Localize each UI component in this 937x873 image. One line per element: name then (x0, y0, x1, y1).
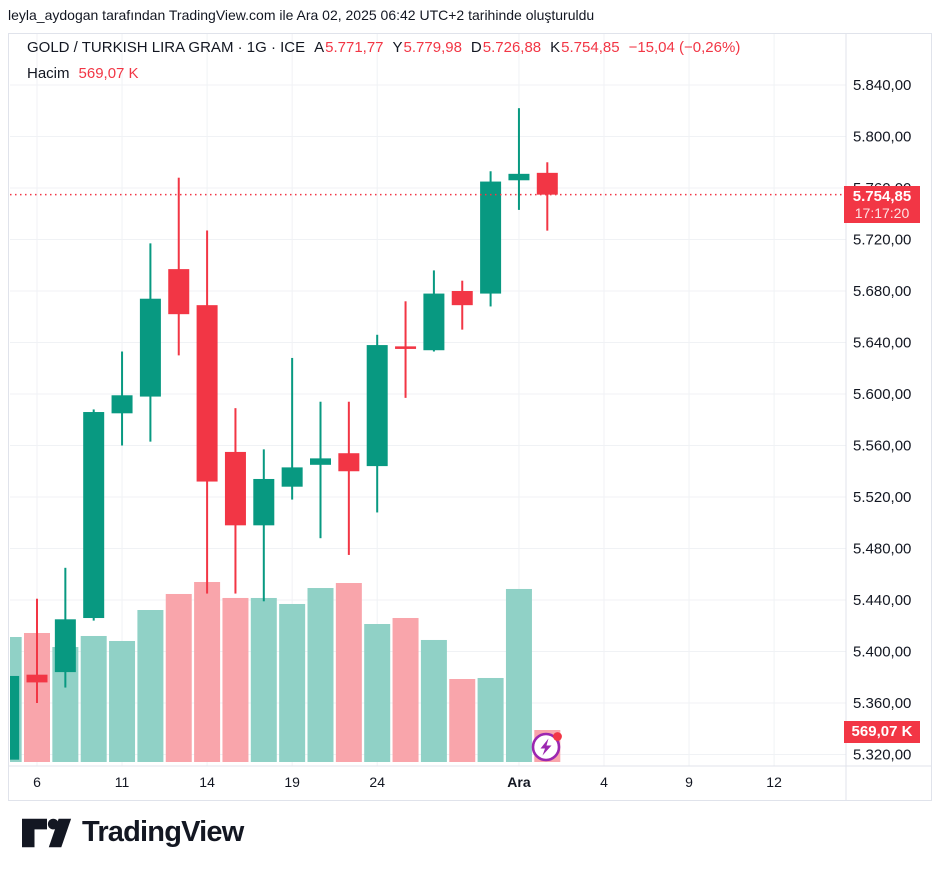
volume-bar (137, 610, 164, 762)
price-axis-label: 5.320,00 (853, 747, 911, 764)
candle-wick (404, 301, 407, 398)
candle-body (83, 412, 105, 619)
volume-bar (335, 583, 362, 762)
candle-body (196, 305, 218, 482)
time-axis-label: 6 (33, 774, 41, 790)
candle-body (139, 298, 161, 397)
ohlc-high: Y 5.779,98 (392, 39, 462, 56)
volume-bar (109, 640, 136, 762)
pane-content (9, 108, 561, 762)
candle-body (536, 172, 558, 195)
ohlc-low: D 5.726,88 (470, 39, 542, 56)
volume-value: 569,07 K (78, 65, 139, 82)
price-axis-label: 5.480,00 (853, 541, 911, 558)
candle-body (10, 675, 20, 760)
price-axis-label: 5.520,00 (853, 489, 911, 506)
candle-body (338, 453, 360, 472)
volume-bar (420, 639, 447, 762)
tradingview-logo-mark-icon (22, 818, 72, 847)
volume-bar (307, 588, 334, 762)
volume-bar (279, 603, 306, 762)
candle-body (26, 674, 48, 683)
candle-body (224, 451, 246, 526)
candle-body (451, 291, 473, 306)
volume-bar (250, 597, 277, 762)
candle-body (366, 345, 388, 467)
ohlc-close: K 5.754,85 (550, 39, 620, 56)
price-axis-label: 5.360,00 (853, 695, 911, 712)
time-axis-label: 11 (115, 774, 130, 790)
candle-body (253, 478, 275, 526)
ohlc-open: A 5.771,77 (314, 39, 384, 56)
candle-wick (291, 357, 294, 500)
tradingview-logo[interactable]: TradingView (22, 816, 244, 849)
time-axis-label: 9 (685, 774, 693, 790)
candle-wick (9, 676, 10, 760)
price-axis-label: 5.840,00 (853, 77, 911, 94)
price-axis-label: 5.720,00 (853, 232, 911, 249)
volume-bar (392, 617, 419, 762)
candle-wick (517, 108, 520, 210)
last-price-value: 5.754,85 (852, 187, 912, 205)
price-axis-label: 5.680,00 (853, 283, 911, 300)
time-axis-label: 14 (199, 774, 215, 790)
price-axis-label: 5.800,00 (853, 129, 911, 146)
candle-body (168, 269, 190, 315)
volume-bar (194, 582, 221, 762)
volume-bar (80, 635, 107, 762)
notification-dot-icon (553, 732, 562, 741)
candle-wick (347, 401, 350, 555)
volume-bar (222, 597, 249, 762)
volume-title-row[interactable]: Hacim 569,07 K (27, 65, 139, 82)
candle-body (480, 181, 502, 294)
chart-canvas[interactable]: 5.840,005.800,005.760,005.720,005.680,00… (9, 34, 931, 800)
candle-body (281, 467, 303, 487)
volume-bar (505, 588, 532, 762)
candle-body (310, 458, 331, 465)
candle-wick (319, 401, 322, 539)
volume-bar (165, 593, 192, 762)
time-axis-label: 12 (766, 774, 782, 790)
price-axis-label: 5.440,00 (853, 592, 911, 609)
change-value: −15,04 (−0,26%) (628, 39, 741, 56)
chart-card: 5.840,005.800,005.760,005.720,005.680,00… (8, 33, 932, 801)
last-price-badge: 5.754,85 17:17:20 (844, 186, 920, 223)
symbol-name: GOLD / TURKISH LIRA GRAM · 1G · ICE (27, 39, 306, 56)
candle-body (423, 293, 445, 351)
candle-body (395, 346, 417, 349)
time-axis-label: Ara (507, 774, 531, 790)
symbol-title-row[interactable]: GOLD / TURKISH LIRA GRAM · 1G · ICE A 5.7… (27, 39, 740, 56)
price-axis-label: 5.640,00 (853, 335, 911, 352)
candle-body (508, 173, 530, 181)
volume-bar (449, 679, 476, 762)
candle-wick (177, 177, 180, 356)
candle-body (111, 395, 133, 414)
flash-emoji-sticker[interactable] (530, 730, 564, 764)
lightning-icon (540, 738, 552, 756)
time-axis-label: 24 (369, 774, 385, 790)
time-axis-label: 19 (284, 774, 300, 790)
tradingview-logo-text: TradingView (82, 816, 244, 848)
candle-body (54, 619, 76, 673)
price-axis-label: 5.560,00 (853, 438, 911, 455)
time-axis-label: 4 (600, 774, 608, 790)
last-volume-badge: 569,07 K (844, 721, 920, 743)
volume-bar (364, 624, 391, 762)
attribution-text: leyla_aydogan tarafından TradingView.com… (8, 7, 595, 23)
price-axis-label: 5.600,00 (853, 386, 911, 403)
price-axis-label: 5.400,00 (853, 644, 911, 661)
bar-countdown: 17:17:20 (854, 205, 910, 222)
volume-label: Hacim (27, 65, 70, 82)
volume-bar (477, 677, 504, 762)
candle-wick (546, 162, 549, 231)
candle-wick (36, 598, 38, 703)
